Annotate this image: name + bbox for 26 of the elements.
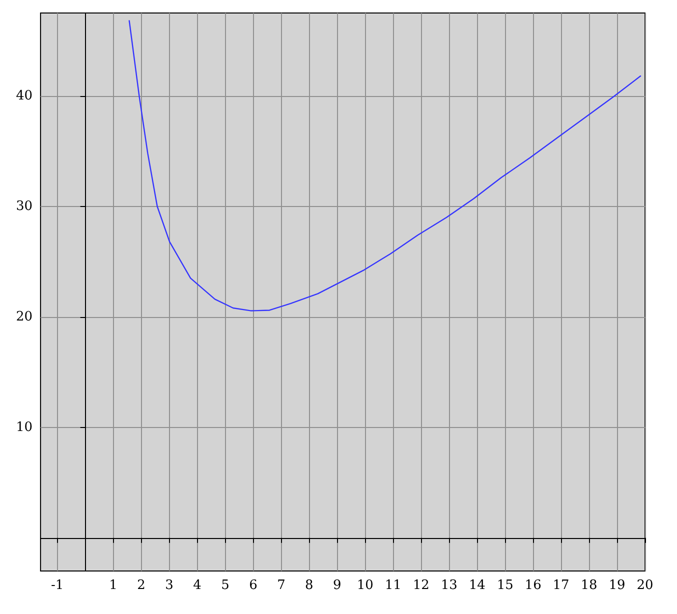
x-tick-label: 8 (305, 578, 314, 593)
x-tick-label: 9 (333, 578, 342, 593)
x-tick-label: 4 (193, 578, 202, 593)
x-tick-label: 19 (608, 578, 626, 593)
y-tick-label: 40 (16, 88, 33, 104)
x-tick-label: 12 (412, 578, 430, 593)
x-tick-label: 7 (277, 578, 286, 593)
x-tick-label: 3 (165, 578, 174, 593)
x-tick-label: 18 (580, 578, 598, 593)
line-series (128, 20, 642, 312)
x-tick-label: 15 (496, 578, 514, 593)
y-tick-label: 10 (16, 420, 33, 435)
x-tick-label: 5 (221, 578, 230, 593)
x-tick-label: 10 (356, 578, 374, 593)
x-tick-label: 2 (137, 578, 146, 593)
x-tick-label: 20 (636, 578, 654, 593)
x-tick-label: 14 (468, 578, 486, 593)
x-tick-label: 13 (440, 578, 458, 593)
x-tick-label: 16 (524, 578, 542, 593)
x-tick-label: 17 (552, 578, 570, 593)
x-tick-label: -1 (50, 578, 64, 593)
y-tick-label: 30 (16, 198, 33, 214)
x-tick-label: 11 (384, 578, 402, 593)
x-tick-label: 6 (249, 578, 258, 593)
x-tick-label: 1 (109, 578, 118, 593)
y-tick-label: 20 (16, 309, 33, 324)
